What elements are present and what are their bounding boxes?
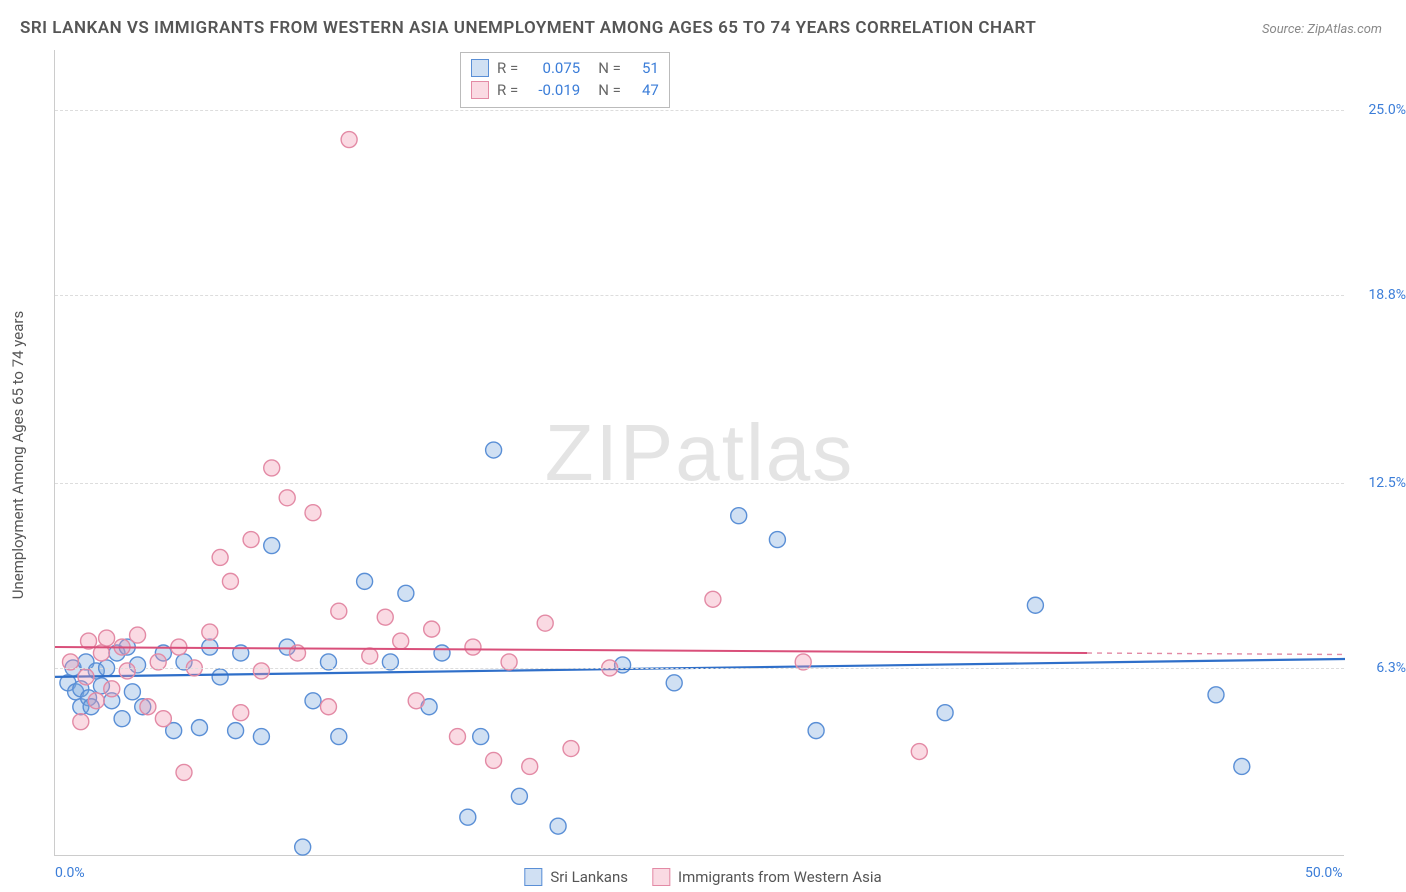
data-point (522, 758, 538, 774)
y-tick-label: 18.8% (1352, 287, 1406, 303)
trend-dashed (1087, 653, 1345, 654)
legend-swatch (652, 868, 670, 886)
n-value: 51 (629, 57, 659, 79)
stats-legend: R = 0.075 N = 51 R = -0.019 N = 47 (460, 52, 670, 108)
data-point (408, 693, 424, 709)
scatter-svg (55, 50, 1344, 855)
data-point (295, 839, 311, 855)
n-label: N = (598, 57, 621, 79)
n-value: 47 (629, 79, 659, 101)
data-point (362, 648, 378, 664)
legend-label: Sri Lankans (550, 868, 628, 886)
data-point (305, 693, 321, 709)
grid-line (55, 483, 1344, 484)
data-point (666, 675, 682, 691)
data-point (731, 508, 747, 524)
data-point (253, 729, 269, 745)
data-point (357, 573, 373, 589)
data-point (398, 585, 414, 601)
data-point (155, 711, 171, 727)
data-point (140, 699, 156, 715)
data-point (78, 669, 94, 685)
legend-item: Sri Lankans (524, 868, 628, 886)
data-point (73, 714, 89, 730)
r-label: R = (497, 79, 518, 101)
legend-label: Immigrants from Western Asia (678, 868, 882, 886)
data-point (305, 505, 321, 521)
data-point (434, 645, 450, 661)
data-point (290, 645, 306, 661)
data-point (253, 663, 269, 679)
data-point (212, 549, 228, 565)
data-point (393, 633, 409, 649)
x-tick-label: 0.0% (55, 865, 85, 881)
r-label: R = (497, 57, 518, 79)
data-point (341, 132, 357, 148)
data-point (119, 663, 135, 679)
data-point (937, 705, 953, 721)
data-point (222, 573, 238, 589)
data-point (449, 729, 465, 745)
data-point (104, 681, 120, 697)
data-point (1027, 597, 1043, 613)
data-point (424, 621, 440, 637)
data-point (130, 627, 146, 643)
data-point (769, 532, 785, 548)
data-point (124, 684, 140, 700)
data-point (114, 711, 130, 727)
legend-item: Immigrants from Western Asia (652, 868, 882, 886)
stats-row: R = 0.075 N = 51 (471, 57, 659, 79)
data-point (1208, 687, 1224, 703)
data-point (465, 639, 481, 655)
x-tick-label: 50.0% (1305, 865, 1343, 881)
data-point (460, 809, 476, 825)
y-tick-label: 12.5% (1352, 475, 1406, 491)
n-label: N = (598, 79, 621, 101)
legend-swatch (471, 59, 489, 77)
source-label: Source: ZipAtlas.com (1262, 22, 1382, 37)
grid-line (55, 668, 1344, 669)
data-point (228, 723, 244, 739)
data-point (264, 460, 280, 476)
data-point (808, 723, 824, 739)
data-point (212, 669, 228, 685)
data-point (537, 615, 553, 631)
data-point (202, 624, 218, 640)
data-point (243, 532, 259, 548)
grid-line (55, 295, 1344, 296)
plot-area: ZIPatlas 6.3%12.5%18.8%25.0%0.0%50.0% (54, 50, 1344, 856)
legend-swatch (524, 868, 542, 886)
data-point (99, 630, 115, 646)
data-point (486, 442, 502, 458)
data-point (550, 818, 566, 834)
r-value: -0.019 (526, 79, 580, 101)
stats-row: R = -0.019 N = 47 (471, 79, 659, 101)
bottom-legend: Sri Lankans Immigrants from Western Asia (524, 868, 881, 886)
y-tick-label: 6.3% (1352, 660, 1406, 676)
data-point (264, 538, 280, 554)
legend-swatch (471, 81, 489, 99)
y-axis-title: Unemployment Among Ages 65 to 74 years (9, 311, 27, 599)
data-point (88, 693, 104, 709)
data-point (331, 603, 347, 619)
data-point (511, 788, 527, 804)
data-point (377, 609, 393, 625)
grid-line (55, 110, 1344, 111)
r-value: 0.075 (526, 57, 580, 79)
data-point (191, 720, 207, 736)
data-point (279, 490, 295, 506)
data-point (320, 699, 336, 715)
data-point (473, 729, 489, 745)
data-point (563, 741, 579, 757)
data-point (176, 764, 192, 780)
data-point (486, 752, 502, 768)
chart-title: SRI LANKAN VS IMMIGRANTS FROM WESTERN AS… (20, 18, 1036, 38)
data-point (911, 744, 927, 760)
data-point (331, 729, 347, 745)
data-point (705, 591, 721, 607)
y-tick-label: 25.0% (1352, 102, 1406, 118)
data-point (233, 705, 249, 721)
data-point (1234, 758, 1250, 774)
